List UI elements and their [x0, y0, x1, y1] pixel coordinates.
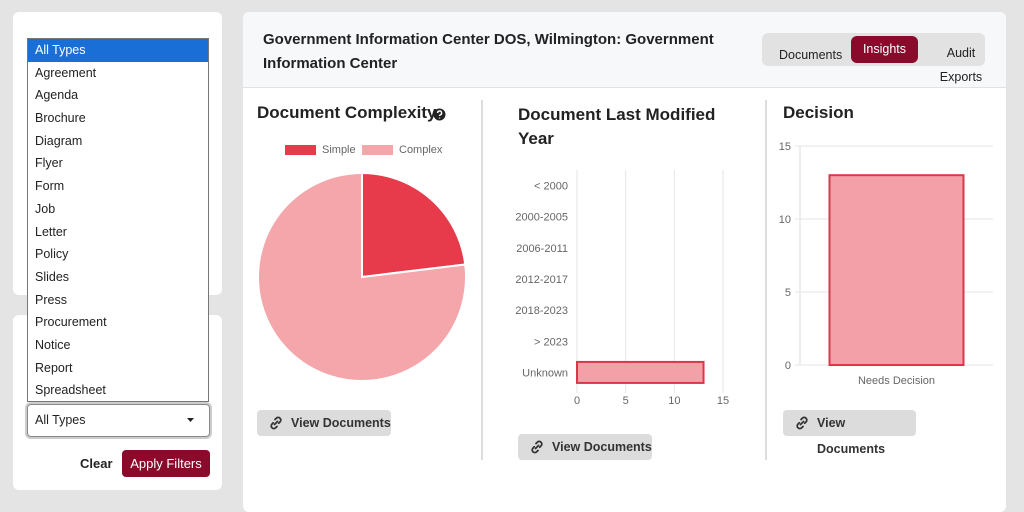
dropdown-option[interactable]: Agreement — [35, 65, 97, 80]
y-tick-label: 2000-2005 — [515, 212, 568, 224]
tab[interactable]: Insights — [851, 36, 918, 63]
x-tick-label: 15 — [717, 395, 729, 407]
apply-button[interactable]: Apply Filters — [122, 450, 210, 477]
help-icon[interactable] — [433, 108, 446, 121]
link-icon — [531, 440, 543, 454]
chart-title: Document Last Modified Year — [518, 105, 716, 148]
view-documents-button[interactable]: View Documents — [783, 410, 916, 456]
y-tick-label: 0 — [785, 360, 791, 372]
y-tick-label: 5 — [785, 287, 791, 299]
y-tick-label: < 2000 — [534, 181, 568, 193]
dropdown-option[interactable]: Agenda — [35, 88, 79, 103]
type-select[interactable]: All Types — [27, 404, 210, 437]
dropdown-option[interactable]: Notice — [35, 337, 71, 352]
divider — [765, 100, 767, 460]
divider — [481, 100, 483, 460]
bar — [576, 360, 705, 384]
clear-button[interactable]: Clear — [80, 456, 113, 471]
view-documents-button[interactable]: View Documents — [257, 410, 391, 436]
y-tick-label: > 2023 — [534, 336, 568, 348]
dropdown-option[interactable]: Procurement — [35, 315, 107, 330]
select-arrow — [187, 418, 194, 422]
tab[interactable]: Documents — [779, 48, 843, 62]
dropdown-option[interactable]: Job — [35, 201, 56, 216]
chart-title: Document Complexity — [257, 103, 437, 122]
link-icon — [796, 416, 808, 430]
x-tick-label: 10 — [668, 395, 680, 407]
dropdown-option[interactable]: Form — [35, 179, 65, 194]
type-dropdown[interactable]: All Types Agreement Agenda Brochure Diagram F… — [27, 38, 209, 402]
legend-label: Simple — [322, 144, 356, 156]
dropdown-option[interactable]: Brochure — [35, 111, 86, 126]
view-documents-button[interactable]: View Documents — [518, 434, 652, 460]
pie-slice — [361, 171, 467, 279]
dropdown-option[interactable]: Press — [35, 292, 67, 307]
x-tick-label: 5 — [623, 395, 629, 407]
bar — [828, 174, 965, 366]
y-tick-label: 10 — [779, 214, 791, 226]
link-icon — [270, 416, 282, 430]
dropdown-option[interactable]: Letter — [35, 224, 67, 239]
y-tick-label: 2018-2023 — [515, 305, 568, 317]
tab[interactable]: Audit Exports — [939, 46, 983, 84]
dropdown-option[interactable]: All Types — [28, 39, 208, 62]
legend-label: Complex — [399, 144, 443, 156]
legend-swatch — [362, 145, 393, 155]
dropdown-option[interactable]: Spreadsheet — [35, 383, 106, 398]
dropdown-option[interactable]: Flyer — [35, 156, 63, 171]
y-tick-label: Unknown — [522, 367, 568, 379]
dropdown-option[interactable]: Diagram — [35, 133, 83, 148]
chart-title: Decision — [783, 103, 854, 122]
x-tick-label: 0 — [574, 395, 580, 407]
legend-swatch — [285, 145, 316, 155]
page-title: Government Information Center DOS, Wilmi… — [263, 31, 714, 72]
dropdown-option[interactable]: Report — [35, 360, 73, 375]
dropdown-option[interactable]: Policy — [35, 247, 69, 262]
y-tick-label: 2012-2017 — [515, 274, 568, 286]
pie-slice — [257, 171, 467, 382]
y-tick-label: 15 — [779, 141, 791, 153]
y-tick-label: 2006-2011 — [516, 243, 568, 255]
dropdown-option[interactable]: Slides — [35, 269, 70, 284]
x-tick-label: Needs Decision — [858, 375, 935, 387]
select-value: All Types — [35, 413, 86, 427]
tab-group: Documents Insights Audit Exports — [762, 33, 985, 84]
